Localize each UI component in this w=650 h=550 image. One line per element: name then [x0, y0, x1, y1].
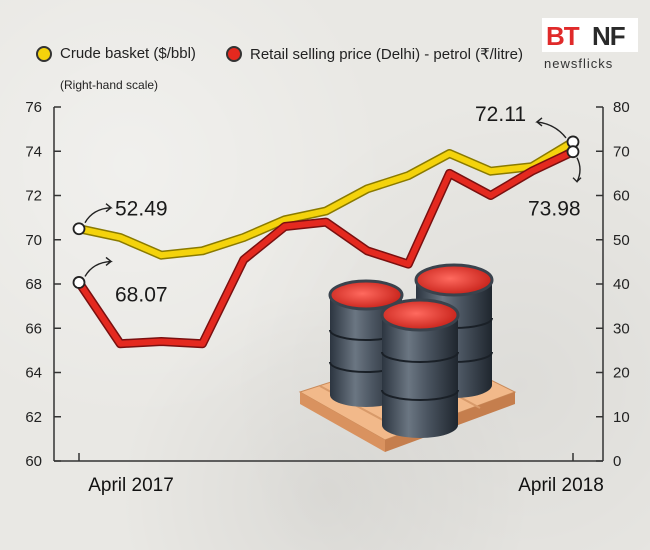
right-tick-label: 80 [613, 99, 630, 116]
crude-end-arrow [535, 117, 567, 139]
left-tick-label: 76 [25, 99, 42, 116]
right-tick-label: 20 [613, 365, 630, 382]
right-tick-label: 10 [613, 409, 630, 426]
petrol-last-point [566, 145, 580, 159]
legend-crude-note: (Right-hand scale) [60, 78, 159, 92]
annotations: 52.49 68.07 72.11 73.98 [84, 103, 582, 306]
left-tick-label: 70 [25, 232, 42, 249]
legend-petrol-label: Retail selling price (Delhi) - petrol (₹… [250, 46, 523, 63]
right-tick-label: 50 [613, 232, 630, 249]
left-tick-label: 62 [25, 409, 42, 426]
barrel-front [380, 298, 460, 438]
petrol-start-arrow [84, 256, 113, 277]
crude-end-value: 72.11 [475, 103, 526, 126]
oil-barrels-illustration [298, 263, 517, 452]
left-tick-label: 64 [25, 365, 42, 382]
left-tick-label: 68 [25, 276, 42, 293]
petrol-end-arrow [572, 157, 582, 183]
right-tick-label: 70 [613, 143, 630, 160]
logo-subtitle: newsflicks [544, 56, 614, 71]
right-tick-label: 40 [613, 276, 630, 293]
left-tick-label: 72 [25, 188, 42, 205]
logo-badge: BT NF [542, 18, 638, 52]
crude-start-arrow [84, 203, 113, 224]
petrol-legend-marker [226, 46, 242, 62]
crude-first-point [72, 222, 86, 236]
left-tick-label: 66 [25, 320, 42, 337]
crude-series-line [76, 138, 576, 259]
logo-bt-text: BT [546, 21, 580, 51]
crude-start-value: 52.49 [115, 198, 168, 221]
right-tick-label: 0 [613, 453, 621, 470]
axes: 60 62 64 66 68 70 72 74 76 0 10 20 30 40 50 60 70 80 April… [25, 99, 629, 496]
right-tick-label: 60 [613, 188, 630, 205]
left-tick-label: 60 [25, 453, 42, 470]
petrol-end-value: 73.98 [528, 198, 581, 221]
petrol-series-line [76, 148, 576, 347]
x-tick-label: April 2017 [88, 475, 174, 496]
left-tick-label: 74 [25, 143, 42, 160]
logo-nf-text: NF [592, 21, 626, 51]
petrol-start-value: 68.07 [115, 283, 168, 306]
petrol-first-point [72, 276, 86, 289]
crude-legend-marker [36, 46, 52, 62]
legend-crude-label: Crude basket ($/bbl) [60, 45, 196, 62]
series-layer [72, 135, 580, 349]
x-tick-label: April 2018 [518, 475, 604, 496]
right-tick-label: 30 [613, 320, 630, 337]
